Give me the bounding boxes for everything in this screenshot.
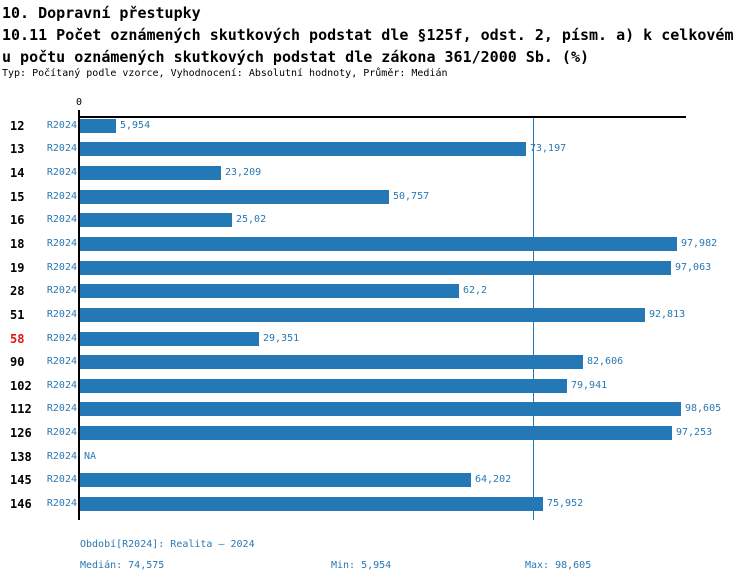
chart-row: 18 R2024 97,982 bbox=[0, 237, 750, 251]
bar bbox=[80, 237, 677, 251]
row-category-label: 51 bbox=[10, 308, 25, 322]
chart-row: 102 R2024 79,941 bbox=[0, 379, 750, 393]
chart-meta-info: Typ: Počítaný podle vzorce, Vyhodnocení:… bbox=[2, 68, 448, 79]
chart-row: 138 R2024 NA bbox=[0, 450, 750, 464]
chart-row: 16 R2024 25,02 bbox=[0, 213, 750, 227]
chart-row: 14 R2024 23,209 bbox=[0, 166, 750, 180]
chart-row: 90 R2024 82,606 bbox=[0, 355, 750, 369]
footer-period-label: Období[R2024]: Realita – 2024 bbox=[80, 539, 255, 550]
bar-value-label: 98,605 bbox=[685, 403, 722, 414]
row-period-label: R2024 bbox=[46, 238, 77, 249]
bar bbox=[80, 426, 672, 440]
row-category-label: 138 bbox=[10, 450, 32, 464]
bar-value-label: 79,941 bbox=[571, 380, 608, 391]
chart-row: 146 R2024 75,952 bbox=[0, 497, 750, 511]
bar bbox=[80, 308, 645, 322]
row-category-label: 16 bbox=[10, 213, 25, 227]
row-period-label: R2024 bbox=[46, 403, 77, 414]
row-category-label: 112 bbox=[10, 402, 32, 416]
chart-row: 145 R2024 64,202 bbox=[0, 473, 750, 487]
row-period-label: R2024 bbox=[46, 285, 77, 296]
footer-max-label: Max: 98,605 bbox=[525, 560, 592, 571]
chart-row: 51 R2024 92,813 bbox=[0, 308, 750, 322]
bar-value-label: 92,813 bbox=[649, 309, 686, 320]
row-category-label: 19 bbox=[10, 261, 25, 275]
page-title: 10. Dopravní přestupky bbox=[2, 4, 201, 22]
row-period-label: R2024 bbox=[46, 262, 77, 273]
bar-value-label: 64,202 bbox=[475, 474, 512, 485]
row-period-label: R2024 bbox=[46, 214, 77, 225]
bar-value-label: 29,351 bbox=[263, 333, 300, 344]
chart-row: 15 R2024 50,757 bbox=[0, 190, 750, 204]
row-category-label: 146 bbox=[10, 497, 32, 511]
row-category-label: 14 bbox=[10, 166, 25, 180]
bar bbox=[80, 166, 221, 180]
report-header: 10. Dopravní přestupky 10.11 Počet oznám… bbox=[2, 2, 748, 68]
row-category-label: 90 bbox=[10, 355, 25, 369]
row-period-label: R2024 bbox=[46, 333, 77, 344]
chart-row: 126 R2024 97,253 bbox=[0, 426, 750, 440]
row-category-label: 18 bbox=[10, 237, 25, 251]
x-axis-zero-tick-label: 0 bbox=[75, 97, 83, 108]
bar bbox=[80, 190, 389, 204]
chart-subtitle-line-2: u počtu oznámených skutkových podstat dl… bbox=[2, 48, 589, 66]
footer-median-label: Medián: 74,575 bbox=[80, 560, 165, 571]
row-period-label: R2024 bbox=[46, 191, 77, 202]
row-period-label: R2024 bbox=[46, 498, 77, 509]
chart-row: 112 R2024 98,605 bbox=[0, 402, 750, 416]
bar bbox=[80, 355, 583, 369]
row-category-label: 28 bbox=[10, 284, 25, 298]
y-axis-line bbox=[78, 110, 80, 520]
row-period-label: R2024 bbox=[46, 451, 77, 462]
bar bbox=[80, 402, 681, 416]
row-category-label: 12 bbox=[10, 119, 25, 133]
footer-min-label: Min: 5,954 bbox=[331, 560, 392, 571]
chart-row: 13 R2024 73,197 bbox=[0, 142, 750, 156]
bar bbox=[80, 119, 116, 133]
bar-value-label: 75,952 bbox=[547, 498, 584, 509]
bar-value-label: 23,209 bbox=[225, 167, 262, 178]
row-period-label: R2024 bbox=[46, 427, 77, 438]
row-period-label: R2024 bbox=[46, 356, 77, 367]
x-axis-line bbox=[78, 116, 686, 118]
bar-value-label: 62,2 bbox=[463, 285, 488, 296]
bar bbox=[80, 213, 232, 227]
row-period-label: R2024 bbox=[46, 120, 77, 131]
bar-value-label: 5,954 bbox=[120, 120, 151, 131]
row-category-label: 102 bbox=[10, 379, 32, 393]
bar bbox=[80, 332, 259, 346]
chart-row: 28 R2024 62,2 bbox=[0, 284, 750, 298]
row-period-label: R2024 bbox=[46, 474, 77, 485]
chart-row: 19 R2024 97,063 bbox=[0, 261, 750, 275]
row-period-label: R2024 bbox=[46, 380, 77, 391]
row-category-label: 58 bbox=[10, 332, 25, 346]
bar bbox=[80, 473, 471, 487]
chart-row: 58 R2024 29,351 bbox=[0, 332, 750, 346]
chart-subtitle-line-1: 10.11 Počet oznámených skutkových podsta… bbox=[2, 26, 734, 44]
bar bbox=[80, 142, 526, 156]
bar-value-label: NA bbox=[84, 451, 97, 462]
bar bbox=[80, 497, 543, 511]
bar-value-label: 25,02 bbox=[236, 214, 267, 225]
row-period-label: R2024 bbox=[46, 309, 77, 320]
bar-value-label: 50,757 bbox=[393, 191, 430, 202]
bar-value-label: 82,606 bbox=[587, 356, 624, 367]
chart-row: 12 R2024 5,954 bbox=[0, 119, 750, 133]
row-category-label: 13 bbox=[10, 142, 25, 156]
row-category-label: 145 bbox=[10, 473, 32, 487]
row-category-label: 126 bbox=[10, 426, 32, 440]
bar-value-label: 97,253 bbox=[676, 427, 713, 438]
bar-value-label: 73,197 bbox=[530, 143, 567, 154]
bar bbox=[80, 261, 671, 275]
bar bbox=[80, 284, 459, 298]
row-period-label: R2024 bbox=[46, 167, 77, 178]
row-category-label: 15 bbox=[10, 190, 25, 204]
bar bbox=[80, 379, 567, 393]
row-period-label: R2024 bbox=[46, 143, 77, 154]
bar-value-label: 97,982 bbox=[681, 238, 718, 249]
bar-value-label: 97,063 bbox=[675, 262, 712, 273]
